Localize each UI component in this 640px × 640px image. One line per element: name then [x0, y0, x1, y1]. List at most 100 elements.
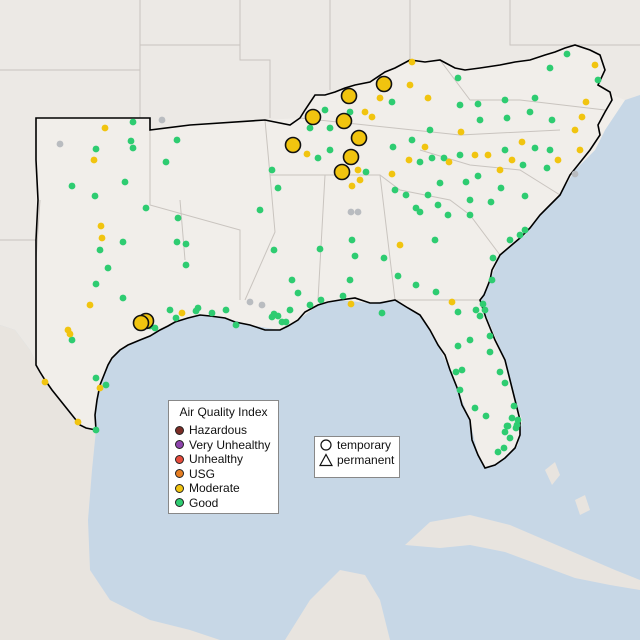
monitor-site-small[interactable] [346, 276, 354, 284]
monitor-site-small[interactable] [102, 381, 110, 389]
monitor-site-small[interactable] [86, 301, 94, 309]
monitor-site-small[interactable] [513, 421, 521, 429]
monitor-site-small[interactable] [471, 151, 479, 159]
monitor-site-small[interactable] [256, 206, 264, 214]
monitor-site-small[interactable] [576, 146, 584, 154]
monitor-site-temporary[interactable] [342, 148, 360, 166]
monitor-site-small[interactable] [316, 245, 324, 253]
monitor-site-small[interactable] [162, 158, 170, 166]
monitor-site-small[interactable] [127, 137, 135, 145]
monitor-site-small[interactable] [578, 113, 586, 121]
monitor-site-small[interactable] [405, 156, 413, 164]
monitor-site-small[interactable] [466, 211, 474, 219]
monitor-site-small[interactable] [508, 156, 516, 164]
monitor-site-small[interactable] [101, 124, 109, 132]
monitor-site-small[interactable] [518, 138, 526, 146]
monitor-site-small[interactable] [356, 176, 364, 184]
monitor-site-small[interactable] [326, 146, 334, 154]
monitor-site-small[interactable] [571, 170, 579, 178]
monitor-site-temporary[interactable] [350, 129, 368, 147]
monitor-site-small[interactable] [389, 143, 397, 151]
monitor-site-small[interactable] [489, 254, 497, 262]
monitor-site-small[interactable] [172, 314, 180, 322]
monitor-site-small[interactable] [362, 168, 370, 176]
monitor-site-small[interactable] [431, 236, 439, 244]
monitor-site-small[interactable] [548, 116, 556, 124]
monitor-site-small[interactable] [174, 214, 182, 222]
monitor-site-small[interactable] [222, 306, 230, 314]
monitor-site-small[interactable] [402, 191, 410, 199]
monitor-site-small[interactable] [166, 306, 174, 314]
monitor-site-small[interactable] [158, 116, 166, 124]
monitor-site-temporary[interactable] [375, 75, 393, 93]
monitor-site-small[interactable] [339, 292, 347, 300]
monitor-site-small[interactable] [497, 184, 505, 192]
monitor-site-small[interactable] [510, 402, 518, 410]
monitor-site-small[interactable] [368, 113, 376, 121]
monitor-site-small[interactable] [268, 166, 276, 174]
monitor-site-small[interactable] [178, 309, 186, 317]
monitor-site-small[interactable] [462, 178, 470, 186]
monitor-site-temporary[interactable] [132, 314, 150, 332]
monitor-site-small[interactable] [246, 298, 254, 306]
monitor-site-small[interactable] [494, 448, 502, 456]
monitor-site-small[interactable] [268, 313, 276, 321]
monitor-site-small[interactable] [347, 300, 355, 308]
monitor-site-small[interactable] [92, 280, 100, 288]
monitor-site-small[interactable] [68, 336, 76, 344]
monitor-site-small[interactable] [476, 312, 484, 320]
monitor-site-small[interactable] [119, 294, 127, 302]
monitor-site-small[interactable] [501, 428, 509, 436]
monitor-site-temporary[interactable] [284, 136, 302, 154]
monitor-site-small[interactable] [274, 312, 282, 320]
monitor-site-small[interactable] [488, 276, 496, 284]
monitor-site-small[interactable] [208, 309, 216, 317]
monitor-site-small[interactable] [96, 246, 104, 254]
monitor-site-small[interactable] [121, 178, 129, 186]
monitor-site-small[interactable] [503, 422, 511, 430]
monitor-site-temporary[interactable] [340, 87, 358, 105]
monitor-site-small[interactable] [458, 366, 466, 374]
monitor-site-small[interactable] [416, 158, 424, 166]
monitor-site-small[interactable] [516, 231, 524, 239]
monitor-site-small[interactable] [97, 222, 105, 230]
monitor-site-small[interactable] [396, 241, 404, 249]
monitor-site-small[interactable] [258, 301, 266, 309]
monitor-site-small[interactable] [426, 126, 434, 134]
monitor-site-small[interactable] [487, 198, 495, 206]
monitor-site-small[interactable] [479, 300, 487, 308]
monitor-site-small[interactable] [501, 146, 509, 154]
monitor-site-small[interactable] [376, 94, 384, 102]
monitor-site-small[interactable] [531, 94, 539, 102]
monitor-site-temporary[interactable] [304, 108, 322, 126]
monitor-site-small[interactable] [380, 254, 388, 262]
monitor-site-small[interactable] [173, 136, 181, 144]
monitor-site-small[interactable] [486, 348, 494, 356]
monitor-site-small[interactable] [41, 378, 49, 386]
monitor-site-small[interactable] [92, 426, 100, 434]
monitor-site-small[interactable] [142, 204, 150, 212]
monitor-site-small[interactable] [348, 182, 356, 190]
monitor-site-small[interactable] [74, 418, 82, 426]
monitor-site-small[interactable] [543, 164, 551, 172]
monitor-site-small[interactable] [321, 106, 329, 114]
monitor-site-small[interactable] [496, 368, 504, 376]
monitor-site-small[interactable] [388, 98, 396, 106]
monitor-site-small[interactable] [474, 172, 482, 180]
monitor-site-small[interactable] [317, 296, 325, 304]
monitor-site-small[interactable] [519, 161, 527, 169]
monitor-site-small[interactable] [412, 281, 420, 289]
monitor-site-small[interactable] [445, 158, 453, 166]
monitor-site-temporary[interactable] [333, 163, 351, 181]
monitor-site-small[interactable] [104, 264, 112, 272]
monitor-site-small[interactable] [476, 116, 484, 124]
monitor-site-small[interactable] [294, 289, 302, 297]
monitor-site-small[interactable] [456, 151, 464, 159]
monitor-site-small[interactable] [434, 201, 442, 209]
monitor-site-small[interactable] [466, 196, 474, 204]
monitor-site-small[interactable] [471, 404, 479, 412]
monitor-site-small[interactable] [351, 252, 359, 260]
monitor-site-small[interactable] [96, 384, 104, 392]
monitor-site-small[interactable] [348, 236, 356, 244]
monitor-site-small[interactable] [428, 154, 436, 162]
